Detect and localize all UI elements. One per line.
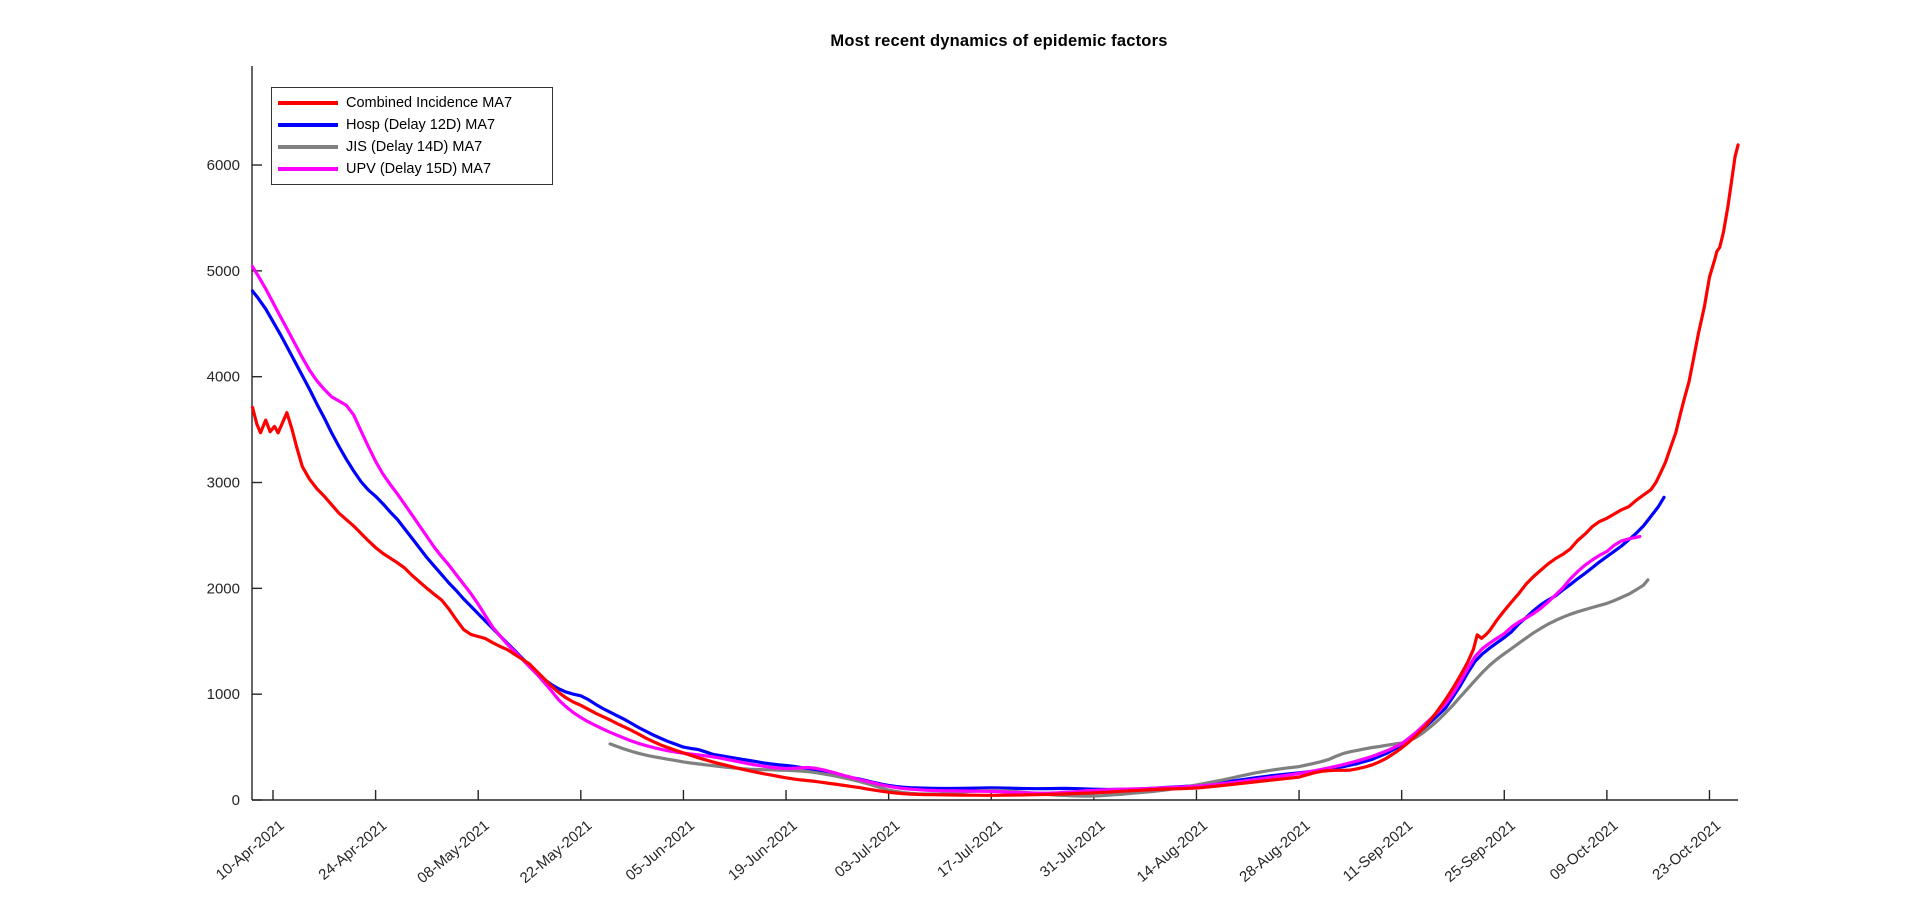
legend-entry-label: JIS (Delay 14D) MA7 [346, 139, 483, 155]
legend: Combined Incidence MA7 Hosp (Delay 12D) … [271, 87, 553, 185]
series-line-jis-delay-14d-ma7 [608, 578, 1650, 798]
x-tick-label: 31-Jul-2021 [1037, 817, 1109, 881]
x-tick-label: 22-May-2021 [517, 817, 596, 887]
y-tick-label: 4000 [207, 369, 240, 386]
y-tick-label: 3000 [207, 475, 240, 492]
x-tick-label: 14-Aug-2021 [1134, 817, 1211, 886]
legend-entry-label: UPV (Delay 15D) MA7 [346, 161, 492, 177]
legend-line-sample-gray [278, 145, 338, 149]
legend-entry: UPV (Delay 15D) MA7 [278, 158, 552, 180]
legend-entry: Combined Incidence MA7 [278, 92, 552, 114]
y-tick-label: 6000 [207, 157, 240, 174]
x-tick-label: 09-Oct-2021 [1547, 817, 1622, 884]
legend-entry-label: Combined Incidence MA7 [346, 95, 513, 111]
x-tick-label: 28-Aug-2021 [1236, 817, 1313, 886]
x-tick-label: 23-Oct-2021 [1649, 817, 1724, 884]
y-tick-label: 5000 [207, 263, 240, 280]
legend-line-sample-red [278, 101, 338, 105]
x-tick-label: 03-Jul-2021 [832, 817, 904, 881]
legend-entry: Hosp (Delay 12D) MA7 [278, 114, 552, 136]
legend-entry-label: Hosp (Delay 12D) MA7 [346, 117, 496, 133]
x-tick-label: 10-Apr-2021 [213, 817, 288, 884]
x-tick-label: 24-Apr-2021 [315, 817, 390, 884]
x-tick-label: 08-May-2021 [414, 817, 493, 887]
x-tick-label: 17-Jul-2021 [934, 817, 1006, 881]
x-tick-label: 11-Sep-2021 [1340, 817, 1417, 885]
legend-line-sample-blue [278, 123, 338, 127]
x-tick-label: 05-Jun-2021 [623, 817, 698, 884]
y-tick-label: 2000 [207, 580, 240, 597]
series-line-hosp-delay-12d-ma7 [250, 289, 1666, 792]
chart-title: Most recent dynamics of epidemic factors [830, 32, 1168, 50]
legend-entry: JIS (Delay 14D) MA7 [278, 136, 552, 158]
y-tick-label: 0 [232, 792, 240, 809]
x-tick-label: 25-Sep-2021 [1441, 817, 1518, 886]
series-line-combined-incidence-ma7 [250, 143, 1740, 797]
y-tick-label: 1000 [207, 686, 240, 703]
legend-line-sample-magenta [278, 167, 338, 171]
x-tick-label: 19-Jun-2021 [725, 817, 800, 884]
series-line-upv-delay-15d-ma7 [250, 265, 1642, 795]
